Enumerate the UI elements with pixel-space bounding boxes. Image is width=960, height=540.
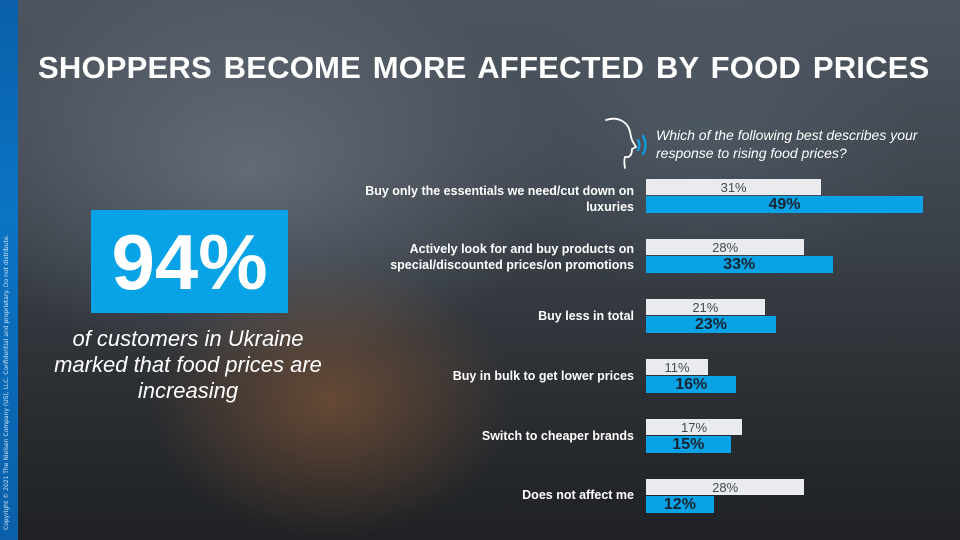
value-label-previous: 31% xyxy=(720,180,747,195)
kpi-box: 94% xyxy=(91,210,288,313)
bar-current xyxy=(646,496,714,513)
page-title: SHOPPERS BECOME MORE AFFECTED BY FOOD PR… xyxy=(38,50,930,85)
value-label-previous: 28% xyxy=(712,480,739,495)
value-label-current: 49% xyxy=(768,196,801,213)
copyright-notice: Copyright © 2021 The Nielsen Company (US… xyxy=(3,234,10,531)
category-label: Does not affect me xyxy=(522,488,634,502)
value-label-current: 15% xyxy=(672,436,705,453)
value-label-current: 23% xyxy=(694,316,728,333)
kpi-value: 94% xyxy=(111,217,268,306)
value-label-current: 16% xyxy=(675,376,708,393)
bar-previous xyxy=(646,479,805,495)
survey-question: Which of the following best describes yo… xyxy=(656,127,918,161)
bar-current xyxy=(646,316,777,333)
value-label-previous: 11% xyxy=(664,360,690,375)
value-label-previous: 21% xyxy=(692,300,719,315)
bar-previous xyxy=(646,299,765,315)
value-label-previous: 28% xyxy=(712,240,739,255)
bar-previous xyxy=(646,179,822,195)
category-label: Buy in bulk to get lower prices xyxy=(452,369,634,383)
bar-current xyxy=(646,436,731,453)
kpi-caption: of customers in Ukraine marked that food… xyxy=(54,326,322,403)
category-label: Buy less in total xyxy=(538,309,634,323)
bar-previous xyxy=(646,419,743,435)
category-label: Switch to cheaper brands xyxy=(481,429,634,443)
bar-current xyxy=(646,376,737,393)
head-speaking-icon xyxy=(605,117,647,169)
bar-current xyxy=(646,256,833,273)
value-label-current: 12% xyxy=(663,496,696,513)
category-label: Actively look for and buy products on sp… xyxy=(390,242,634,272)
value-label-previous: 17% xyxy=(681,420,708,435)
bar-current xyxy=(646,196,923,213)
category-label: Buy only the essentials we need/cut down… xyxy=(365,184,634,214)
value-label-current: 33% xyxy=(723,256,756,273)
bar-previous xyxy=(646,359,709,375)
bar-previous xyxy=(646,239,805,255)
brand-side-strip xyxy=(0,0,18,540)
